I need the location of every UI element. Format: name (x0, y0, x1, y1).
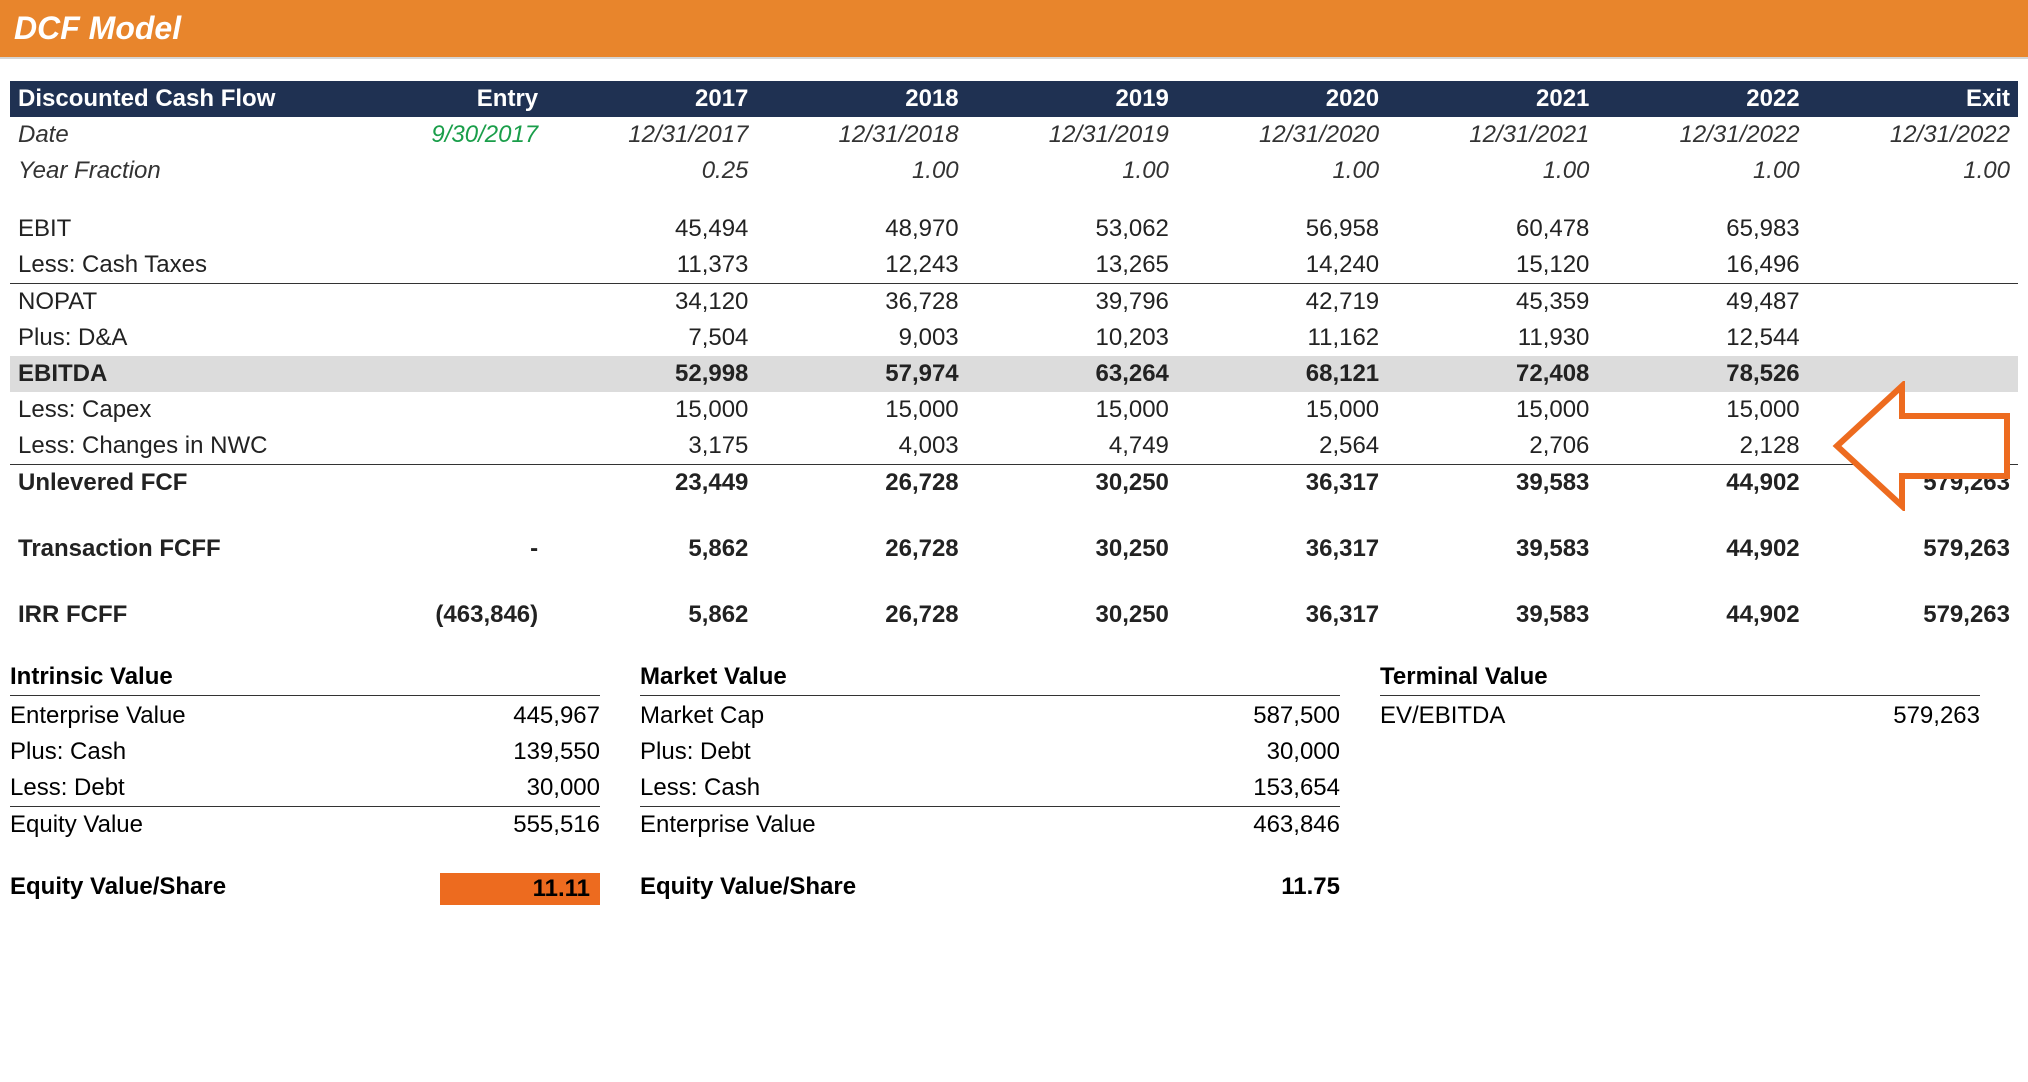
intrinsic-item-label: Less: Debt (10, 774, 125, 802)
market-row: Enterprise Value 463,846 (640, 807, 1340, 843)
intrinsic-item-val: 30,000 (440, 774, 600, 802)
yfrac-label: Year Fraction (10, 153, 367, 189)
date-2020: 12/31/2020 (1177, 117, 1387, 153)
intrinsic-row: Less: Debt 30,000 (10, 770, 600, 807)
date-2018: 12/31/2018 (756, 117, 966, 153)
d-and-a-label: Plus: D&A (10, 320, 367, 356)
row-unlevered-fcf: Unlevered FCF 23,449 26,728 30,250 36,31… (10, 465, 2018, 502)
irr-fcff-label: IRR FCFF (10, 597, 367, 633)
date-2017: 12/31/2017 (546, 117, 756, 153)
row-capex: Less: Capex 15,000 15,000 15,000 15,000 … (10, 392, 2018, 428)
terminal-item-val: 579,263 (1820, 702, 1980, 730)
capex-label: Less: Capex (10, 392, 367, 428)
intrinsic-pershare-label: Equity Value/Share (10, 873, 226, 905)
date-2021: 12/31/2021 (1387, 117, 1597, 153)
ebitda-label: EBITDA (10, 356, 367, 392)
yfrac-2019: 1.00 (967, 153, 1177, 189)
txn-fcff-label: Transaction FCFF (10, 531, 367, 567)
terminal-value-section: Terminal Value EV/EBITDA 579,263 (1380, 663, 1980, 909)
intrinsic-item-val: 139,550 (440, 738, 600, 766)
col-year-2022: 2022 (1597, 81, 1807, 117)
intrinsic-row: Equity Value 555,516 (10, 807, 600, 843)
dcf-table: Discounted Cash Flow Entry 2017 2018 201… (10, 81, 2018, 633)
market-item-label: Enterprise Value (640, 811, 816, 839)
market-item-label: Less: Cash (640, 774, 760, 802)
yfrac-2018: 1.00 (756, 153, 966, 189)
market-item-val: 153,654 (1180, 774, 1340, 802)
row-transaction-fcff: Transaction FCFF - 5,862 26,728 30,250 3… (10, 531, 2018, 567)
terminal-heading: Terminal Value (1380, 663, 1980, 696)
row-nwc: Less: Changes in NWC 3,175 4,003 4,749 2… (10, 428, 2018, 465)
market-heading: Market Value (640, 663, 1340, 696)
yfrac-2020: 1.00 (1177, 153, 1387, 189)
intrinsic-pershare-val: 11.11 (440, 873, 600, 905)
col-exit: Exit (1808, 81, 2018, 117)
col-year-2017: 2017 (546, 81, 756, 117)
row-nopat: NOPAT 34,120 36,728 39,796 42,719 45,359… (10, 284, 2018, 321)
intrinsic-item-label: Equity Value (10, 811, 143, 839)
cash-taxes-label: Less: Cash Taxes (10, 247, 367, 284)
value-summary-grid: Intrinsic Value Enterprise Value 445,967… (10, 663, 2018, 909)
yfrac-2022: 1.00 (1597, 153, 1807, 189)
terminal-item-label: EV/EBITDA (1380, 702, 1505, 730)
row-d-and-a: Plus: D&A 7,504 9,003 10,203 11,162 11,9… (10, 320, 2018, 356)
ebit-label: EBIT (10, 211, 367, 247)
date-2022: 12/31/2022 (1597, 117, 1807, 153)
ufcf-label: Unlevered FCF (10, 465, 367, 502)
row-ebitda: EBITDA 52,998 57,974 63,264 68,121 72,40… (10, 356, 2018, 392)
intrinsic-row: Enterprise Value 445,967 (10, 698, 600, 734)
market-pershare-val: 11.75 (1180, 873, 1340, 901)
market-pershare-row: Equity Value/Share 11.75 (640, 869, 1340, 905)
col-year-2020: 2020 (1177, 81, 1387, 117)
row-year-fraction: Year Fraction 0.25 1.00 1.00 1.00 1.00 1… (10, 153, 2018, 189)
col-year-2021: 2021 (1387, 81, 1597, 117)
col-year-2018: 2018 (756, 81, 966, 117)
row-dates: Date 9/30/2017 12/31/2017 12/31/2018 12/… (10, 117, 2018, 153)
market-value-section: Market Value Market Cap 587,500 Plus: De… (640, 663, 1340, 909)
nopat-label: NOPAT (10, 284, 367, 321)
table-header-row: Discounted Cash Flow Entry 2017 2018 201… (10, 81, 2018, 117)
market-pershare-label: Equity Value/Share (640, 873, 856, 901)
intrinsic-heading: Intrinsic Value (10, 663, 600, 696)
intrinsic-item-val: 445,967 (440, 702, 600, 730)
row-cash-taxes: Less: Cash Taxes 11,373 12,243 13,265 14… (10, 247, 2018, 284)
intrinsic-item-label: Enterprise Value (10, 702, 186, 730)
content-wrap: Discounted Cash Flow Entry 2017 2018 201… (0, 81, 2028, 929)
market-row: Less: Cash 153,654 (640, 770, 1340, 807)
date-exit: 12/31/2022 (1808, 117, 2018, 153)
row-ebit: EBIT 45,494 48,970 53,062 56,958 60,478 … (10, 211, 2018, 247)
yfrac-exit: 1.00 (1808, 153, 2018, 189)
intrinsic-pershare-row: Equity Value/Share 11.11 (10, 869, 600, 909)
market-item-val: 30,000 (1180, 738, 1340, 766)
col-dcf-label: Discounted Cash Flow (10, 81, 367, 117)
market-row: Market Cap 587,500 (640, 698, 1340, 734)
intrinsic-value-section: Intrinsic Value Enterprise Value 445,967… (10, 663, 600, 909)
yfrac-2021: 1.00 (1387, 153, 1597, 189)
entry-date: 9/30/2017 (367, 117, 546, 153)
market-item-label: Market Cap (640, 702, 764, 730)
intrinsic-item-label: Plus: Cash (10, 738, 126, 766)
col-entry: Entry (367, 81, 546, 117)
market-item-val: 587,500 (1180, 702, 1340, 730)
market-item-label: Plus: Debt (640, 738, 751, 766)
row-irr-fcff: IRR FCFF (463,846) 5,862 26,728 30,250 3… (10, 597, 2018, 633)
col-year-2019: 2019 (967, 81, 1177, 117)
market-item-val: 463,846 (1180, 811, 1340, 839)
yfrac-2017: 0.25 (546, 153, 756, 189)
intrinsic-row: Plus: Cash 139,550 (10, 734, 600, 770)
market-row: Plus: Debt 30,000 (640, 734, 1340, 770)
nwc-label: Less: Changes in NWC (10, 428, 367, 465)
terminal-row: EV/EBITDA 579,263 (1380, 698, 1980, 734)
model-title: DCF Model (0, 0, 2028, 59)
intrinsic-item-val: 555,516 (440, 811, 600, 839)
dates-label: Date (10, 117, 367, 153)
date-2019: 12/31/2019 (967, 117, 1177, 153)
